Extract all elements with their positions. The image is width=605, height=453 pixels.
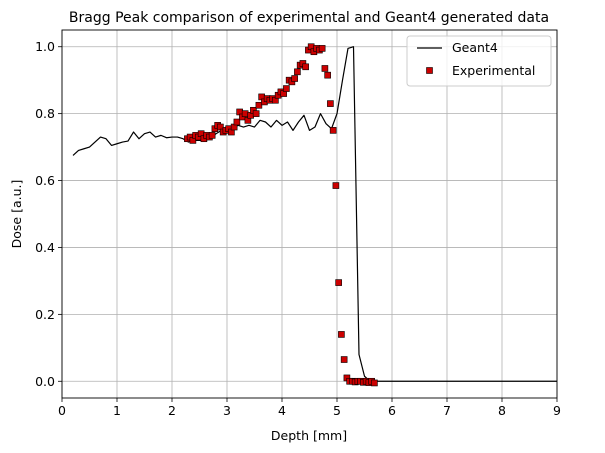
legend-geant4-label: Geant4	[452, 40, 498, 55]
experimental-point	[338, 331, 345, 338]
y-tick-label: 0.8	[35, 106, 55, 121]
experimental-point	[332, 182, 340, 189]
x-tick-label: 6	[388, 403, 396, 418]
experimental-point	[329, 127, 337, 134]
chart-title: Bragg Peak comparison of experimental an…	[69, 10, 549, 26]
x-tick-label: 9	[553, 403, 561, 418]
experimental-point	[321, 65, 329, 72]
legend-experimental-label: Experimental	[452, 63, 535, 78]
x-tick-label: 3	[223, 403, 231, 418]
x-tick-label: 4	[278, 403, 286, 418]
experimental-point	[318, 45, 326, 52]
experimental-point	[340, 356, 348, 363]
y-axis-label: Dose [a.u.]	[9, 180, 24, 249]
x-axis-label: Depth [mm]	[271, 428, 347, 443]
experimental-point	[302, 63, 309, 71]
x-tick-label: 7	[443, 403, 451, 418]
experimental-point	[255, 101, 263, 109]
experimental-point	[294, 68, 301, 76]
y-tick-label: 0.4	[35, 240, 55, 255]
experimental-point	[324, 71, 331, 79]
x-axis-ticks: 0 1 2 3 4 5 6 7 8 9	[58, 398, 561, 418]
experimental-point	[327, 100, 334, 107]
legend: Geant4 Experimental	[406, 35, 552, 87]
experimental-point	[291, 75, 298, 82]
x-tick-label: 1	[113, 403, 121, 418]
plot-area	[62, 30, 557, 398]
x-tick-label: 2	[168, 403, 176, 418]
experimental-point	[283, 85, 290, 92]
series-layer	[72, 43, 557, 387]
legend-experimental-marker	[426, 67, 433, 74]
experimental-point	[241, 110, 249, 117]
x-tick-label: 5	[333, 403, 341, 418]
experimental-point	[208, 132, 216, 139]
y-tick-label: 0.6	[35, 173, 55, 188]
x-tick-label: 0	[58, 403, 66, 418]
y-axis-ticks: 0.0 0.2 0.4 0.6 0.8 1.0	[35, 39, 62, 389]
y-tick-label: 0.2	[35, 307, 55, 322]
legend-box	[406, 35, 552, 87]
plot-frame	[61, 29, 558, 399]
x-tick-label: 8	[498, 403, 506, 418]
experimental-point	[335, 279, 342, 286]
experimental-point	[371, 379, 378, 387]
experimental-point	[252, 110, 260, 117]
y-tick-label: 0.0	[35, 374, 55, 389]
y-tick-label: 1.0	[35, 39, 55, 54]
experimental-point	[233, 118, 241, 126]
